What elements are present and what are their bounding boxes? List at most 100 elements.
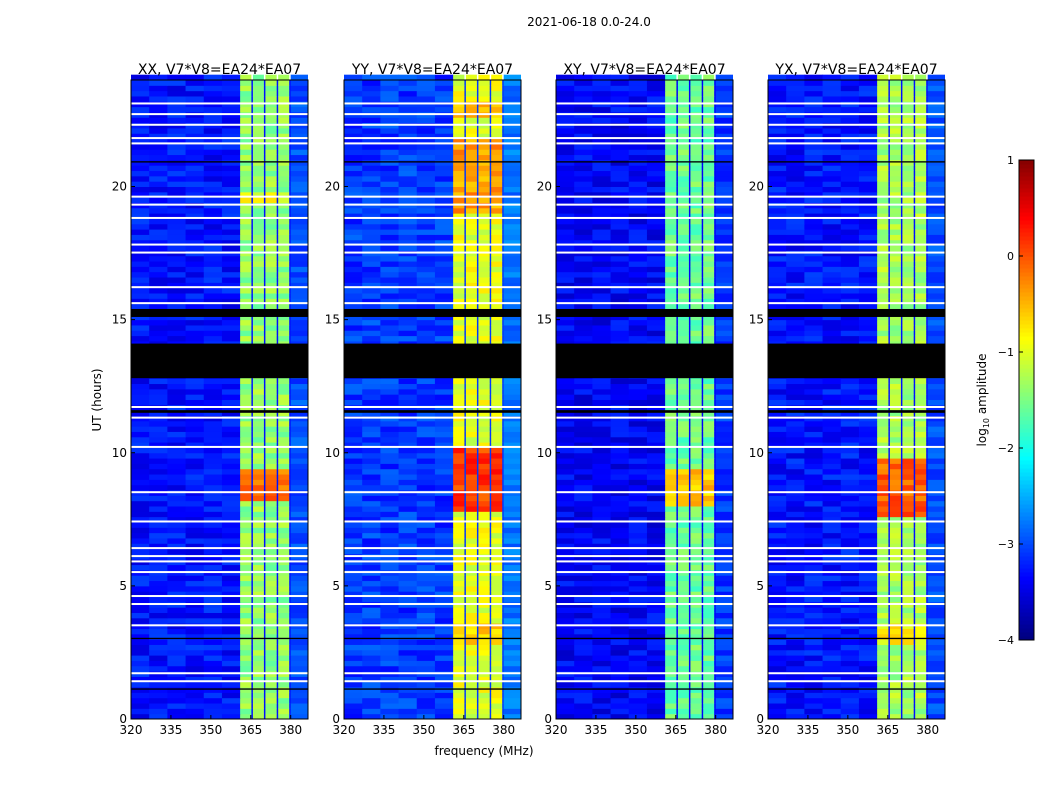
heatmap-cell [503, 165, 521, 172]
heatmap-cell [131, 85, 150, 92]
heatmap-cell [610, 511, 630, 518]
heatmap-cell [902, 516, 914, 523]
heatmap-cell [252, 676, 264, 683]
heatmap-cell [465, 575, 477, 582]
heatmap-cell [715, 500, 733, 507]
heatmap-cell [434, 378, 454, 385]
heatmap-cell [465, 197, 477, 203]
heatmap-cell [628, 639, 648, 645]
heatmap-cell [858, 500, 878, 507]
heatmap-cell [786, 388, 805, 395]
heatmap-cell [221, 80, 241, 86]
heatmap-cell [362, 159, 381, 166]
heatmap-cell [478, 127, 490, 134]
heatmap-cell [574, 692, 593, 699]
heatmap-cell [290, 207, 308, 214]
heatmap-cell [690, 420, 702, 427]
heatmap-cell [665, 703, 677, 709]
heatmap-cell [434, 543, 454, 550]
heatmap-cell [822, 575, 842, 582]
heatmap-cell [416, 452, 436, 459]
heatmap-cell [715, 223, 733, 230]
heatmap-cell [665, 633, 677, 640]
heatmap-cell [185, 575, 205, 582]
heatmap-cell [646, 500, 666, 507]
heatmap-cell [877, 676, 889, 683]
heatmap-cell [628, 532, 648, 539]
heatmap-cell [465, 287, 477, 294]
heatmap-cell [221, 458, 241, 464]
heatmap-cell [715, 138, 733, 145]
heatmap-cell [434, 431, 454, 438]
heatmap-cell [610, 314, 630, 321]
heatmap-cell [252, 596, 264, 603]
heatmap-cell [453, 149, 465, 156]
heatmap-cell [131, 458, 150, 464]
heatmap-cell [927, 330, 945, 337]
heatmap-cell [478, 692, 490, 699]
heatmap-cell [344, 703, 363, 709]
heatmap-cell [362, 229, 381, 235]
heatmap-cell [398, 420, 418, 427]
heatmap-cell [344, 479, 363, 486]
heatmap-cell [703, 426, 715, 432]
heatmap-cell [804, 468, 824, 475]
heatmap-cell [703, 394, 715, 400]
heatmap-cell [185, 697, 205, 704]
heatmap-cell [252, 229, 264, 235]
heatmap-cell [503, 468, 521, 475]
heatmap-cell [398, 293, 418, 299]
heatmap-cell [822, 681, 842, 688]
heatmap-cell [915, 463, 927, 470]
heatmap-cell [416, 681, 436, 688]
heatmap-cell [592, 500, 612, 507]
heatmap-cell [677, 106, 689, 113]
heatmap-cell [786, 575, 805, 582]
heatmap-cell [380, 458, 400, 464]
heatmap-cell [491, 127, 503, 134]
heatmap-cell [203, 394, 223, 400]
heatmap-cell [665, 527, 677, 534]
heatmap-cell [915, 388, 927, 395]
heatmap-cell [203, 207, 223, 214]
heatmap-cell [290, 660, 308, 667]
heatmap-cell [221, 703, 241, 709]
heatmap-cell [786, 378, 805, 385]
heatmap-cell [265, 458, 277, 464]
heatmap-cell [690, 149, 702, 156]
heatmap-cell [434, 617, 454, 624]
heatmap-cell [278, 95, 290, 102]
heatmap-cell [646, 261, 666, 267]
heatmap-cell [646, 239, 666, 246]
heatmap-cell [252, 314, 264, 321]
heatmap-cell [503, 442, 521, 448]
heatmap-cell [221, 181, 241, 187]
heatmap-cell [665, 154, 677, 161]
heatmap-cell [278, 458, 290, 464]
heatmap-cell [858, 484, 878, 491]
heatmap-cell [646, 447, 666, 454]
heatmap-cell [453, 319, 465, 326]
heatmap-cell [574, 410, 593, 416]
heatmap-cell [434, 649, 454, 656]
heatmap-cell [362, 474, 381, 480]
heatmap-cell [344, 95, 363, 102]
heatmap-cell [677, 261, 689, 267]
heatmap-cell [822, 543, 842, 550]
heatmap-cell [434, 154, 454, 161]
heatmap-cell [804, 660, 824, 667]
flagged-row [131, 102, 308, 105]
heatmap-cell [265, 74, 277, 81]
heatmap-cell [677, 394, 689, 400]
heatmap-cell [690, 511, 702, 518]
heatmap-cell [822, 442, 842, 448]
heatmap-cell [398, 186, 418, 193]
heatmap-cell [628, 633, 648, 640]
heatmap-cell [278, 229, 290, 235]
heatmap-cell [185, 607, 205, 613]
heatmap-cell [185, 591, 205, 598]
heatmap-cell [610, 213, 630, 219]
heatmap-cell [491, 143, 503, 150]
heatmap-cell [149, 213, 168, 219]
